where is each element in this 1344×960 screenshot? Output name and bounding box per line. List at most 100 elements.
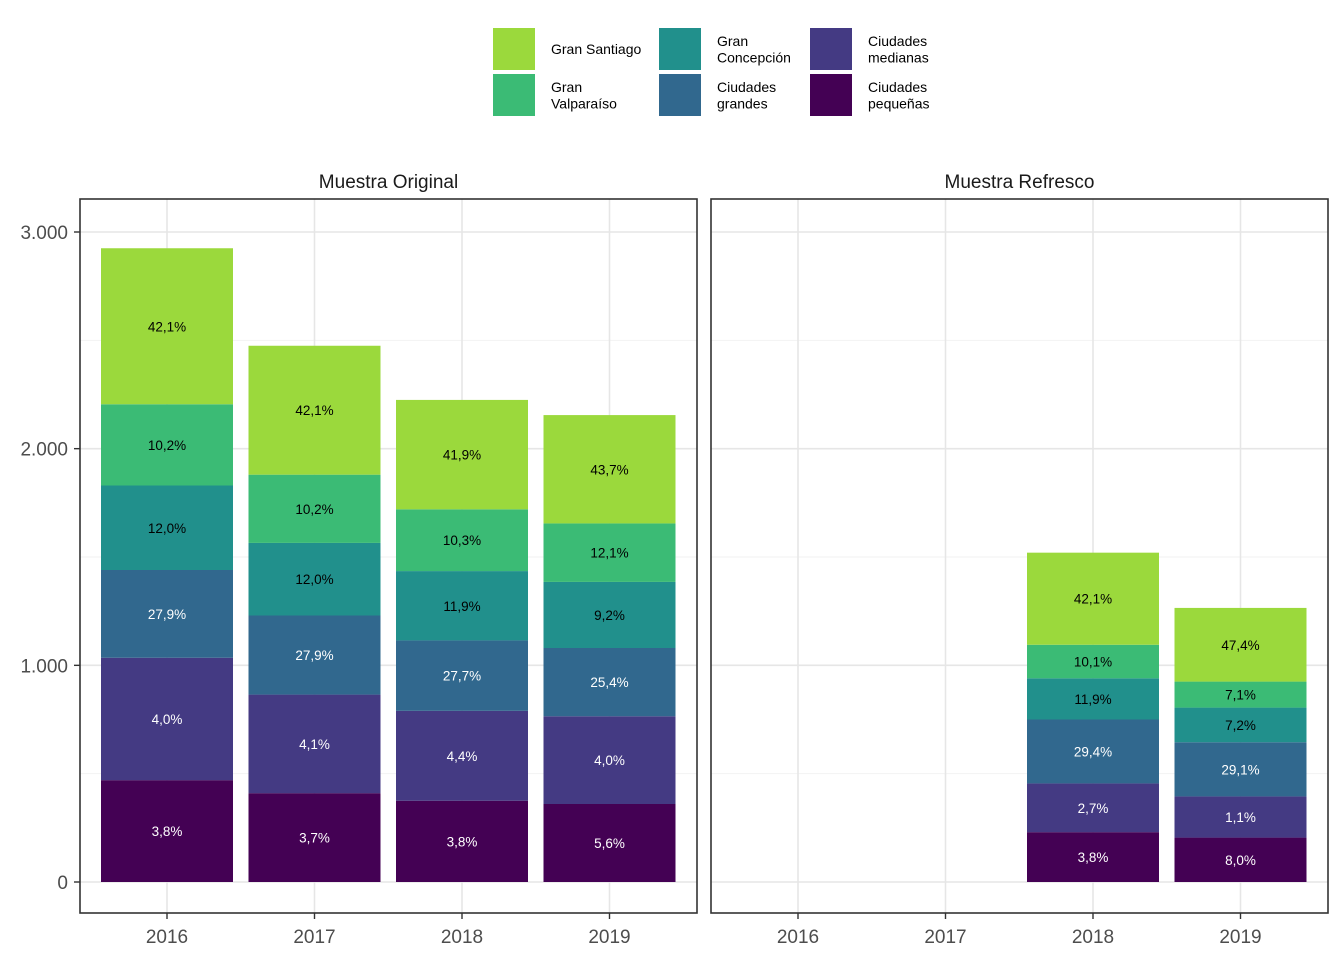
x-tick-label: 2017 [924, 927, 966, 948]
bar-segment-gran_concepcion [543, 581, 676, 648]
bar-segment-ciudades_medianas [543, 716, 676, 804]
bar-2018: 3,8% 2,7% 29,4% 11,9% 10,1% 42,1% [1027, 552, 1159, 882]
x-tick-label: 2018 [1072, 927, 1114, 948]
y-tick-label: 0 [57, 873, 68, 894]
bar-segment-gran_valparaiso [543, 523, 676, 582]
legend: Gran SantiagoGranValparaísoGranConcepció… [493, 28, 930, 116]
legend-label-ciudades_pequenas: pequeñas [868, 95, 930, 111]
x-tick-label: 2016 [146, 927, 188, 948]
data-label: 3,8% [447, 834, 478, 849]
bar-segment-gran_concepcion [101, 485, 233, 570]
data-label: 4,0% [152, 712, 183, 727]
legend-label-ciudades_medianas: Ciudades [868, 33, 927, 49]
data-label: 11,9% [443, 599, 480, 614]
y-axis: 0 1.000 2.000 3.000 [20, 223, 80, 894]
data-label: 1,1% [1225, 810, 1256, 825]
x-tick-label: 2019 [1219, 927, 1261, 948]
legend-key-gran_concepcion [659, 28, 701, 70]
bar-segment-ciudades_grandes [396, 640, 528, 711]
data-label: 7,1% [1225, 688, 1256, 703]
bar-segment-ciudades_grandes [101, 570, 233, 658]
x-tick-label: 2017 [293, 927, 335, 948]
data-label: 10,2% [148, 438, 186, 453]
data-label: 5,6% [594, 836, 625, 851]
bar-2019: 8,0% 1,1% 29,1% 7,2% 7,1% 47,4% [1174, 607, 1307, 882]
data-label: 29,4% [1074, 744, 1112, 759]
legend-key-ciudades_pequenas [810, 74, 852, 116]
bar-segment-ciudades_grandes [248, 615, 381, 695]
data-label: 10,1% [1074, 655, 1112, 670]
data-label: 12,1% [590, 546, 628, 561]
data-label: 4,0% [594, 753, 625, 768]
bar-2017: 3,7% 4,1% 27,9% 12,0% 10,2% 42,1% [248, 345, 381, 882]
data-label: 27,7% [443, 669, 481, 684]
bar-segment-gran_valparaiso [1174, 681, 1307, 708]
legend-label-gran_valparaiso: Valparaíso [551, 95, 617, 111]
panel-title: Muestra Original [319, 172, 458, 193]
y-tick-label: 3.000 [20, 223, 68, 244]
data-label: 12,0% [148, 521, 186, 536]
bar-segment-gran_santiago [1174, 607, 1307, 682]
x-tick-label: 2019 [588, 927, 630, 948]
bar-segment-ciudades_grandes [543, 648, 676, 717]
data-label: 7,2% [1225, 718, 1256, 733]
bar-segment-gran_concepcion [396, 571, 528, 641]
bar-segment-ciudades_medianas [1027, 783, 1159, 833]
bar-segment-gran_concepcion [1027, 678, 1159, 720]
panel-1: Muestra Original 3,8% 4,0% 27,9% 12,0% 10,2% 4… [79, 172, 698, 948]
y-tick-label: 2.000 [20, 440, 68, 461]
panel-2: Muestra Refresco 3,8% 2,7% 29,4% 11,9% 10,1% 4… [710, 172, 1329, 948]
legend-key-ciudades_grandes [659, 74, 701, 116]
bar-2019: 5,6% 4,0% 25,4% 9,2% 12,1% 43,7% [543, 415, 676, 882]
data-label: 27,9% [148, 607, 186, 622]
data-label: 4,1% [299, 737, 330, 752]
data-label: 11,9% [1074, 692, 1111, 707]
bar-segment-gran_valparaiso [101, 404, 233, 486]
x-tick-label: 2016 [777, 927, 819, 948]
bar-segment-ciudades_pequenas [248, 793, 381, 882]
legend-key-gran_santiago [493, 28, 535, 70]
data-label: 12,0% [295, 572, 333, 587]
bar-segment-gran_valparaiso [248, 474, 381, 543]
legend-label-ciudades_grandes: Ciudades [717, 79, 776, 95]
bar-segment-ciudades_grandes [1027, 719, 1159, 784]
legend-label-ciudades_pequenas: Ciudades [868, 79, 927, 95]
y-tick-label: 1.000 [20, 656, 68, 677]
data-label: 3,8% [1078, 850, 1109, 865]
bar-segment-gran_concepcion [248, 542, 381, 616]
bar-2016: 3,8% 4,0% 27,9% 12,0% 10,2% 42,1% [101, 248, 233, 882]
bar-segment-gran_santiago [101, 248, 233, 405]
data-label: 2,7% [1078, 801, 1109, 816]
data-label: 42,1% [1074, 592, 1112, 607]
data-label: 10,3% [443, 533, 481, 548]
bar-segment-ciudades_pequenas [396, 800, 528, 882]
legend-label-gran_concepcion: Concepción [717, 49, 791, 65]
legend-label-gran_santiago: Gran Santiago [551, 41, 641, 57]
data-label: 4,4% [447, 749, 478, 764]
data-label: 47,4% [1221, 638, 1259, 653]
panel-border [710, 198, 1329, 914]
data-label: 27,9% [295, 648, 333, 663]
data-label: 3,7% [299, 831, 330, 846]
bar-segment-ciudades_medianas [396, 710, 528, 801]
bar-segment-ciudades_pequenas [543, 804, 676, 882]
bar-segment-gran_valparaiso [1027, 644, 1159, 679]
data-label: 3,8% [152, 824, 183, 839]
legend-key-ciudades_medianas [810, 28, 852, 70]
bar-segment-gran_santiago [1027, 552, 1159, 645]
panel-title: Muestra Refresco [945, 172, 1095, 193]
bar-segment-gran_santiago [543, 415, 676, 524]
bar-segment-ciudades_pequenas [1174, 837, 1307, 882]
bar-segment-gran_santiago [396, 399, 528, 510]
bar-segment-ciudades_pequenas [1027, 832, 1159, 882]
data-label: 29,1% [1221, 762, 1259, 777]
data-label: 8,0% [1225, 853, 1256, 868]
data-label: 25,4% [590, 675, 628, 690]
data-label: 41,9% [443, 448, 481, 463]
legend-label-gran_valparaiso: Gran [551, 79, 582, 95]
bar-segment-ciudades_medianas [1174, 796, 1307, 838]
data-label: 43,7% [590, 462, 628, 477]
bar-segment-ciudades_medianas [248, 694, 381, 794]
bar-segment-gran_santiago [248, 345, 381, 475]
